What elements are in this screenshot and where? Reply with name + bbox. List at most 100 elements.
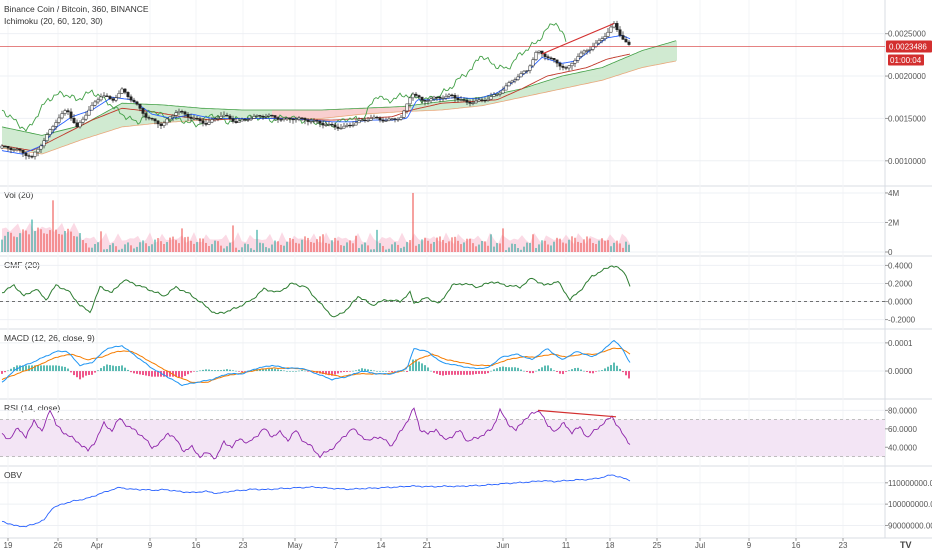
cloud-segment <box>104 111 107 133</box>
volume-bar <box>550 245 552 252</box>
cloud-segment <box>635 52 638 70</box>
y-tick-label: 0.0010000 <box>888 157 926 166</box>
candle-body <box>447 94 451 97</box>
volume-bar <box>49 230 51 252</box>
candle-body <box>78 122 82 128</box>
candle-body <box>276 117 280 120</box>
candle-body <box>312 120 316 122</box>
macd-histogram-bar <box>406 371 408 372</box>
candle-body <box>273 115 277 118</box>
y-tick-label: 110000000.0000 <box>888 479 932 488</box>
candle-body <box>318 120 322 124</box>
cloud-segment <box>125 103 128 127</box>
volume-bar <box>103 249 105 252</box>
cloud-segment <box>182 106 185 122</box>
candle-body <box>48 129 52 135</box>
volume-bar <box>370 249 372 252</box>
cloud-segment <box>659 44 662 65</box>
rsi-line <box>1 407 631 460</box>
volume-bar <box>169 237 171 252</box>
volume-bar <box>97 242 99 252</box>
candle-body <box>285 117 289 119</box>
candle-body <box>387 118 391 121</box>
candle-body <box>117 93 121 98</box>
macd-histogram-bar <box>49 365 51 372</box>
volume-bar <box>526 242 528 252</box>
span-b-line <box>1 60 677 155</box>
cloud-segment <box>224 109 227 120</box>
cloud-segment <box>527 86 530 97</box>
macd-histogram-bar <box>571 369 573 372</box>
volume-bar <box>229 242 231 252</box>
cloud-segment <box>617 59 620 76</box>
volume-bar <box>283 245 285 252</box>
candle-body <box>102 95 106 98</box>
cloud-segment <box>95 116 98 136</box>
candle-body <box>621 35 625 40</box>
macd-histogram-bar <box>325 371 327 375</box>
macd-histogram-bar <box>469 371 471 375</box>
volume-bar <box>433 241 435 252</box>
cloud-segment <box>416 104 419 112</box>
candle-body <box>552 58 556 61</box>
volume-bar <box>292 239 294 252</box>
macd-histogram-bar <box>454 371 456 375</box>
volume-bar <box>151 244 153 252</box>
cloud-segment <box>623 57 626 74</box>
macd-histogram-bar <box>64 366 66 372</box>
volume-bar <box>157 238 159 252</box>
macd-histogram-bar <box>187 371 189 375</box>
macd-histogram-bar <box>616 365 618 372</box>
candle-body <box>417 95 421 98</box>
cloud-segment <box>305 109 308 119</box>
y-tick-label: 0 <box>888 248 893 257</box>
volume-bar <box>118 249 120 252</box>
candle-body <box>144 113 148 118</box>
cloud-segment <box>53 131 56 151</box>
cloud-segment <box>200 108 203 121</box>
macd-histogram-bar <box>208 369 210 372</box>
volume-bar <box>583 239 585 252</box>
macd-histogram-bar <box>568 370 570 372</box>
macd-histogram-bar <box>442 371 444 376</box>
volume-bar <box>136 246 138 252</box>
candle-body <box>183 111 187 115</box>
macd-histogram-bar <box>286 371 288 372</box>
candle-body <box>255 115 259 117</box>
volume-bar <box>586 236 588 252</box>
volume-bar <box>73 236 75 252</box>
macd-histogram-bar <box>499 367 501 372</box>
candle-body <box>18 148 22 151</box>
candle-body <box>258 115 262 117</box>
macd-histogram-bar <box>556 371 558 372</box>
cloud-segment <box>326 109 329 119</box>
candle-body <box>522 70 526 74</box>
cloud-segment <box>206 108 209 120</box>
volume-bar <box>112 243 114 252</box>
candle-body <box>471 102 475 104</box>
volume-bar <box>244 243 246 252</box>
volume-bar <box>565 243 567 252</box>
volume-bar <box>616 240 618 252</box>
cloud-segment <box>434 102 437 111</box>
macd-histogram-bar <box>550 368 552 372</box>
macd-histogram-bar <box>82 371 84 378</box>
candle-body <box>573 60 577 64</box>
cmf-pane <box>0 265 885 318</box>
candle-body <box>222 114 226 117</box>
volume-bar <box>166 242 168 252</box>
macd-histogram-bar <box>601 370 603 372</box>
macd-histogram-bar <box>598 370 600 372</box>
volume-bar <box>376 229 378 252</box>
candle-body <box>390 118 394 120</box>
volume-bar <box>184 237 186 252</box>
macd-histogram-bar <box>7 370 9 372</box>
candle-body <box>603 36 607 39</box>
cloud-segment <box>239 109 242 119</box>
volume-bar <box>10 232 12 252</box>
candle-body <box>192 118 196 120</box>
macd-histogram-bar <box>73 371 75 376</box>
candle-body <box>345 124 349 127</box>
macd-histogram-bar <box>532 371 534 374</box>
cloud-segment <box>641 50 644 68</box>
